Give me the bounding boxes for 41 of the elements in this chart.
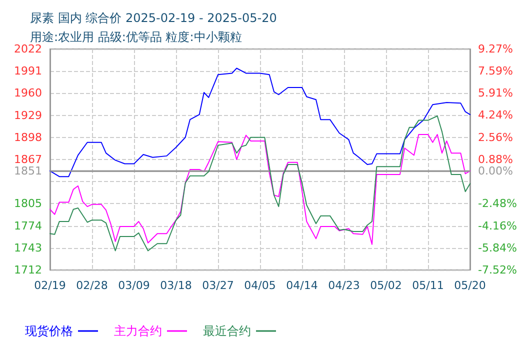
y-tick-label: 2022 [14, 42, 42, 56]
y2-tick-label: 7.59% [478, 64, 513, 78]
y2-tick-label: -5.84% [478, 241, 517, 254]
x-tick-label: 04/23 [328, 279, 360, 292]
legend-label: 主力合约 [114, 324, 162, 338]
y-tick-label: 1929 [14, 108, 42, 122]
legend-label: 最近合约 [203, 324, 251, 338]
y2-tick-label: 9.27% [478, 42, 513, 56]
y2-tick-label: 5.91% [478, 86, 513, 100]
y-tick-label: 1867 [14, 153, 42, 166]
line-series [50, 68, 470, 178]
y2-tick-label: 4.24% [478, 108, 513, 122]
y-tick-label: 1960 [14, 86, 42, 100]
x-tick-label: 02/19 [34, 279, 66, 292]
line-series [50, 116, 470, 252]
y-tick-label: 1991 [14, 64, 42, 78]
x-tick-label: 05/20 [454, 279, 486, 292]
y-tick-label: 1805 [14, 197, 42, 210]
x-tick-label: 03/27 [202, 279, 234, 292]
y2-tick-label: 2.56% [478, 130, 513, 144]
y2-tick-label: -7.52% [478, 264, 517, 276]
y2-tick-label: 0.00% [478, 164, 513, 178]
y2-tick-label: -4.16% [478, 219, 517, 232]
y-tick-label: 1774 [14, 219, 42, 232]
y-tick-label: 1743 [14, 241, 42, 254]
chart-subtitle: 用途:农业用 品级:优等品 粒度:中小颗粒 [30, 30, 242, 44]
x-tick-label: 04/05 [244, 279, 276, 292]
y2-tick-label: -2.48% [478, 197, 517, 210]
line-series [50, 134, 470, 245]
x-tick-label: 05/11 [412, 279, 444, 292]
legend-label: 现货价格 [25, 324, 73, 338]
x-tick-label: 04/14 [286, 279, 318, 292]
x-tick-label: 02/28 [76, 279, 108, 292]
chart-title: 尿素 国内 综合价 2025-02-19 - 2025-05-20 [30, 11, 277, 25]
x-tick-label: 03/09 [118, 279, 150, 292]
x-tick-label: 03/18 [160, 279, 192, 292]
y-tick-label: 1851 [14, 164, 42, 178]
y-tick-label: 1712 [14, 264, 42, 276]
y2-tick-label: 0.88% [478, 152, 513, 166]
y-tick-label: 1898 [14, 130, 42, 144]
x-tick-label: 05/02 [370, 279, 402, 292]
